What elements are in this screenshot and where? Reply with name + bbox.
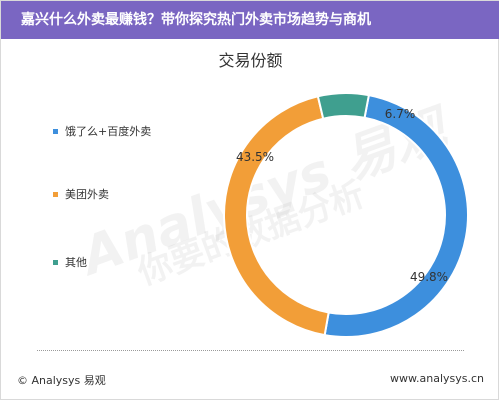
donut-slice-2 [316,92,371,120]
legend-swatch [53,191,58,197]
footer-copyright: © Analysys 易观 [17,374,106,387]
legend-swatch [53,259,58,265]
legend-label: 其他 [65,256,87,269]
donut-slice-0 [323,93,469,338]
data-label-0: 49.8% [410,270,448,284]
chart-title: 交易份额 [218,51,283,70]
page-title: 嘉兴什么外卖最赚钱？带你探究热门外卖市场趋势与商机 [1,1,499,39]
data-label-1: 43.5% [236,150,274,164]
legend-item: 美团外卖 [53,186,109,202]
donut-slice-1 [223,95,330,337]
legend-swatch [53,128,58,134]
legend-label: 饿了么+百度外卖 [65,125,152,138]
footer-website: www.analysys.cn [390,372,484,385]
legend-item: 饿了么+百度外卖 [53,123,151,139]
footer-divider [37,350,464,351]
data-label-2: 6.7% [385,107,416,121]
legend-label: 美团外卖 [65,188,109,201]
legend-item: 其他 [53,254,87,270]
